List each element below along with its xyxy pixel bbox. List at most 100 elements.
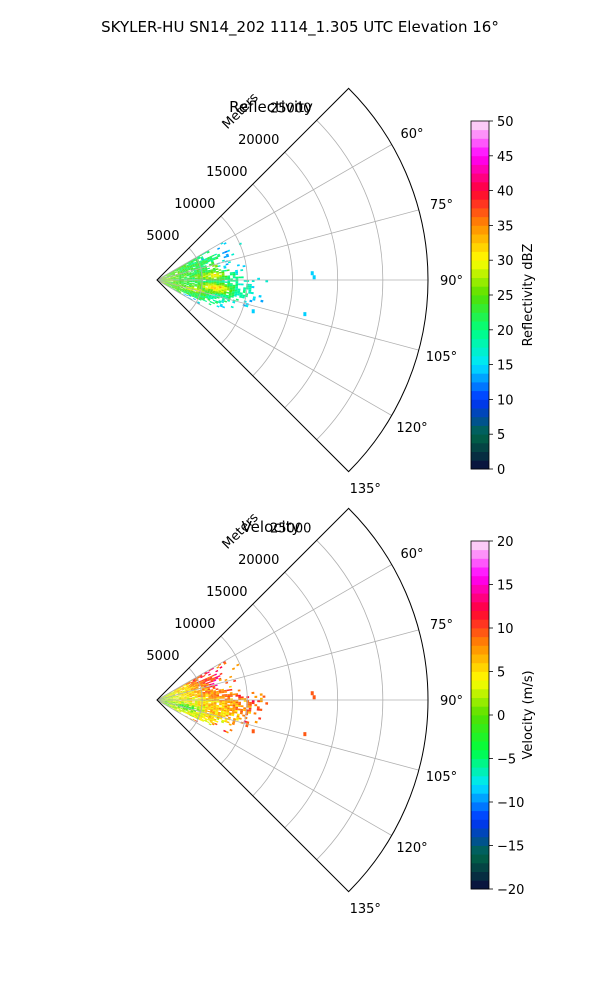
echo-gate <box>180 685 184 688</box>
echo-gate <box>211 695 214 697</box>
echo-gate <box>210 290 213 292</box>
echo-gate <box>209 256 213 260</box>
echo-gate <box>177 707 180 709</box>
echo-gate <box>213 695 217 697</box>
colorbar-tick-label: −5 <box>497 753 516 768</box>
echo-gate <box>226 708 230 711</box>
echo-gate <box>167 284 170 286</box>
echo-gate <box>235 701 239 704</box>
echo-gate <box>167 697 171 699</box>
echo-gate <box>221 289 224 292</box>
echo-gate <box>192 264 195 266</box>
echo-gate <box>234 291 238 294</box>
echo-gate <box>205 284 209 286</box>
echo-gate <box>188 273 192 275</box>
echo-gate <box>221 695 225 698</box>
echo-gate <box>170 282 173 284</box>
echo-gate <box>175 278 179 280</box>
echo-gate <box>186 698 190 700</box>
echo-gate <box>213 283 217 285</box>
echo-gate <box>181 281 184 283</box>
echo-gate <box>194 275 198 277</box>
colorbar-swatch <box>471 619 489 629</box>
echo-gate <box>181 267 185 270</box>
echo-gate <box>171 270 174 273</box>
echo-gate <box>222 277 225 279</box>
echo-gate <box>176 279 179 280</box>
echo-gate <box>178 274 181 276</box>
echo-gate <box>201 712 204 715</box>
echo-gate <box>181 282 184 284</box>
echo-gate <box>178 280 182 281</box>
echo-gate <box>197 276 201 278</box>
echo-gate <box>165 698 168 699</box>
echo-gate <box>186 275 190 277</box>
echo-gate <box>200 264 204 266</box>
echo-gate <box>194 705 198 707</box>
echo-gate <box>166 273 170 276</box>
echo-gate <box>193 711 196 713</box>
echo-gate <box>249 299 253 303</box>
echo-gate <box>235 276 239 279</box>
echo-gate <box>214 716 217 718</box>
echo-gate <box>173 278 176 279</box>
echo-gate <box>172 703 176 704</box>
echo-gate <box>202 286 206 289</box>
echo-gate <box>182 689 185 691</box>
echo-gate <box>223 266 227 269</box>
colorbar-swatch <box>471 382 489 392</box>
echo-gate <box>177 706 181 708</box>
echo-gate <box>201 268 205 271</box>
echo-gate <box>205 707 208 709</box>
echo-gate <box>164 702 168 704</box>
azimuth-spoke <box>156 209 419 281</box>
echo-gate <box>218 289 222 291</box>
echo-gate <box>171 271 175 274</box>
echo-gate <box>212 257 216 260</box>
echo-gate <box>191 704 195 706</box>
echo-gate <box>243 709 246 712</box>
echo-gate <box>212 686 216 689</box>
echo-gate <box>215 712 218 715</box>
colorbar-swatch <box>471 593 489 603</box>
echo-gate <box>186 276 190 278</box>
echo-gate <box>235 718 239 721</box>
echo-gate <box>166 284 170 286</box>
echo-gate <box>203 295 206 297</box>
echo-gate <box>179 690 183 692</box>
echo-gate <box>184 280 187 282</box>
colorbar-swatch <box>471 610 489 620</box>
echo-gate <box>254 695 258 698</box>
echo-gate <box>212 289 216 292</box>
echo-gate <box>189 713 192 716</box>
echo-gate <box>190 711 193 714</box>
echo-gate <box>249 701 252 704</box>
echo-gate <box>222 701 225 703</box>
echo-gate <box>178 281 182 283</box>
echo-gate <box>194 704 198 706</box>
echo-gate <box>176 288 180 290</box>
echo-gate <box>196 708 200 710</box>
echo-gate <box>248 291 252 294</box>
echo-gate <box>192 282 195 284</box>
echo-gate <box>188 705 192 707</box>
echo-gate <box>182 270 186 273</box>
echo-gate <box>201 718 205 721</box>
colorbar-swatch <box>471 758 489 768</box>
echo-gate <box>194 281 198 283</box>
echo-gate <box>215 688 219 691</box>
echo-gate <box>251 702 255 705</box>
echo-gate <box>169 284 173 286</box>
echo-gate <box>202 706 206 709</box>
echo-gate <box>167 278 171 280</box>
echo-gate <box>178 695 181 697</box>
colorbar-swatch <box>471 784 489 794</box>
echo-gate <box>193 268 197 270</box>
echo-gate <box>173 288 177 291</box>
echo-gate <box>195 293 198 296</box>
colorbar-swatch <box>471 286 489 296</box>
echo-gate <box>227 299 231 302</box>
echo-gate <box>162 701 165 703</box>
echo-gate <box>204 260 208 263</box>
echo-gate <box>223 709 227 712</box>
